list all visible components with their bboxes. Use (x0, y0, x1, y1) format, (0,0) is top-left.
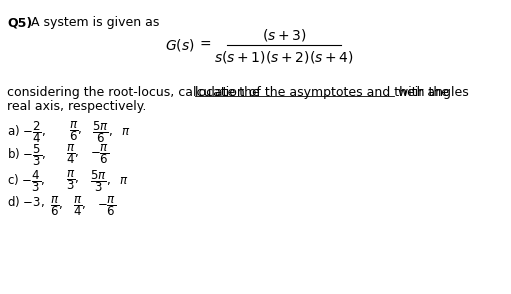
Text: $-\dfrac{\pi}{6}$: $-\dfrac{\pi}{6}$ (90, 142, 109, 166)
Text: =: = (200, 38, 212, 52)
Text: a) $-\dfrac{2}{4},$: a) $-\dfrac{2}{4},$ (7, 119, 47, 145)
Text: $s(s+1)(s+2)(s+4)$: $s(s+1)(s+2)(s+4)$ (214, 49, 354, 65)
Text: c) $-\dfrac{4}{3},$: c) $-\dfrac{4}{3},$ (7, 168, 45, 194)
Text: $\dfrac{\pi}{3},$: $\dfrac{\pi}{3},$ (66, 168, 80, 192)
Text: $\dfrac{\pi}{6},$: $\dfrac{\pi}{6},$ (51, 194, 64, 218)
Text: $(s + 3)$: $(s + 3)$ (262, 27, 307, 43)
Text: with the: with the (394, 86, 449, 99)
Text: $\dfrac{5\pi}{6},$  $\pi$: $\dfrac{5\pi}{6},$ $\pi$ (91, 119, 130, 145)
Text: A system is given as: A system is given as (28, 16, 160, 29)
Text: $G(s)$: $G(s)$ (165, 37, 195, 53)
Text: $-\dfrac{\pi}{6}$: $-\dfrac{\pi}{6}$ (97, 194, 117, 218)
Text: considering the root-locus, calculate the: considering the root-locus, calculate th… (7, 86, 264, 99)
Text: $\dfrac{5\pi}{3},$  $\pi$: $\dfrac{5\pi}{3},$ $\pi$ (90, 168, 129, 194)
Text: $\dfrac{\pi}{4},$: $\dfrac{\pi}{4},$ (73, 194, 87, 218)
Text: Q5): Q5) (7, 16, 33, 29)
Text: real axis, respectively.: real axis, respectively. (7, 100, 147, 113)
Text: b) $-\dfrac{5}{3},$: b) $-\dfrac{5}{3},$ (7, 142, 47, 168)
Text: $\dfrac{\pi}{4},$: $\dfrac{\pi}{4},$ (66, 142, 80, 166)
Text: $\dfrac{\pi}{6},$: $\dfrac{\pi}{6},$ (68, 119, 82, 143)
Text: d) $-3,$: d) $-3,$ (7, 194, 45, 209)
Text: location of the asymptotes and their angles: location of the asymptotes and their ang… (195, 86, 469, 99)
